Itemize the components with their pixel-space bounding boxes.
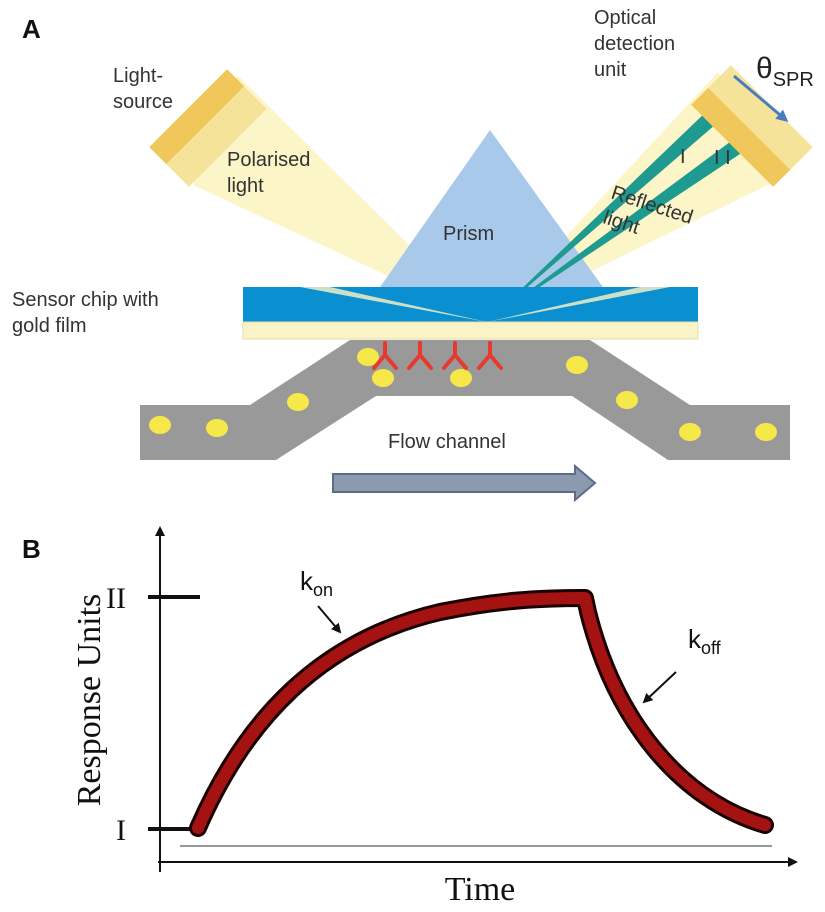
analyte (287, 393, 309, 411)
level-label: II (106, 582, 126, 615)
angle-subscript: SPR (773, 69, 814, 91)
text-line: unit (594, 59, 627, 81)
text-line: Polarised (227, 149, 310, 171)
k-symbol: k (688, 624, 702, 654)
k-subscript: off (701, 638, 722, 658)
k-off-label: koff (688, 624, 722, 658)
text-line: Sensor chip with (12, 289, 159, 311)
text-line: source (113, 91, 173, 113)
text-line: Light- (113, 65, 163, 87)
beam-label: I (680, 146, 686, 168)
text-line: light (227, 175, 264, 197)
level-label: I (116, 814, 126, 847)
k-on-label: kon (300, 566, 333, 600)
text-line: detection (594, 33, 675, 55)
light-source-label: Light- source (113, 65, 173, 113)
panel-label: B (22, 534, 41, 564)
analyte (616, 391, 638, 409)
y-axis-title: Response Units (71, 594, 108, 807)
analyte (372, 369, 394, 387)
x-axis-title: Time (445, 871, 516, 908)
k-on-arrow (318, 606, 340, 632)
gold-film (243, 322, 698, 339)
k-off-arrow (644, 672, 676, 702)
sensor-chip-label: Sensor chip with gold film (12, 289, 164, 337)
analyte (450, 369, 472, 387)
analyte (755, 423, 777, 441)
panel-label: A (22, 14, 41, 44)
response-curve-outline (198, 598, 765, 828)
beam-label: I I (714, 147, 731, 169)
text-line: Optical (594, 7, 656, 29)
flow-arrow (333, 466, 595, 500)
k-symbol: k (300, 566, 314, 596)
figure: A Optica (0, 0, 825, 912)
analyte (206, 419, 228, 437)
prism-label: Prism (443, 223, 494, 245)
flow-channel-label: Flow channel (388, 431, 506, 453)
response-curve (198, 598, 765, 828)
angle-label: θSPR (756, 52, 814, 91)
analyte (149, 416, 171, 434)
analyte (566, 356, 588, 374)
analyte (679, 423, 701, 441)
text-line: gold film (12, 315, 86, 337)
angle-symbol: θ (756, 52, 773, 85)
detector-label: Optical detection unit (594, 7, 681, 81)
k-subscript: on (313, 580, 333, 600)
